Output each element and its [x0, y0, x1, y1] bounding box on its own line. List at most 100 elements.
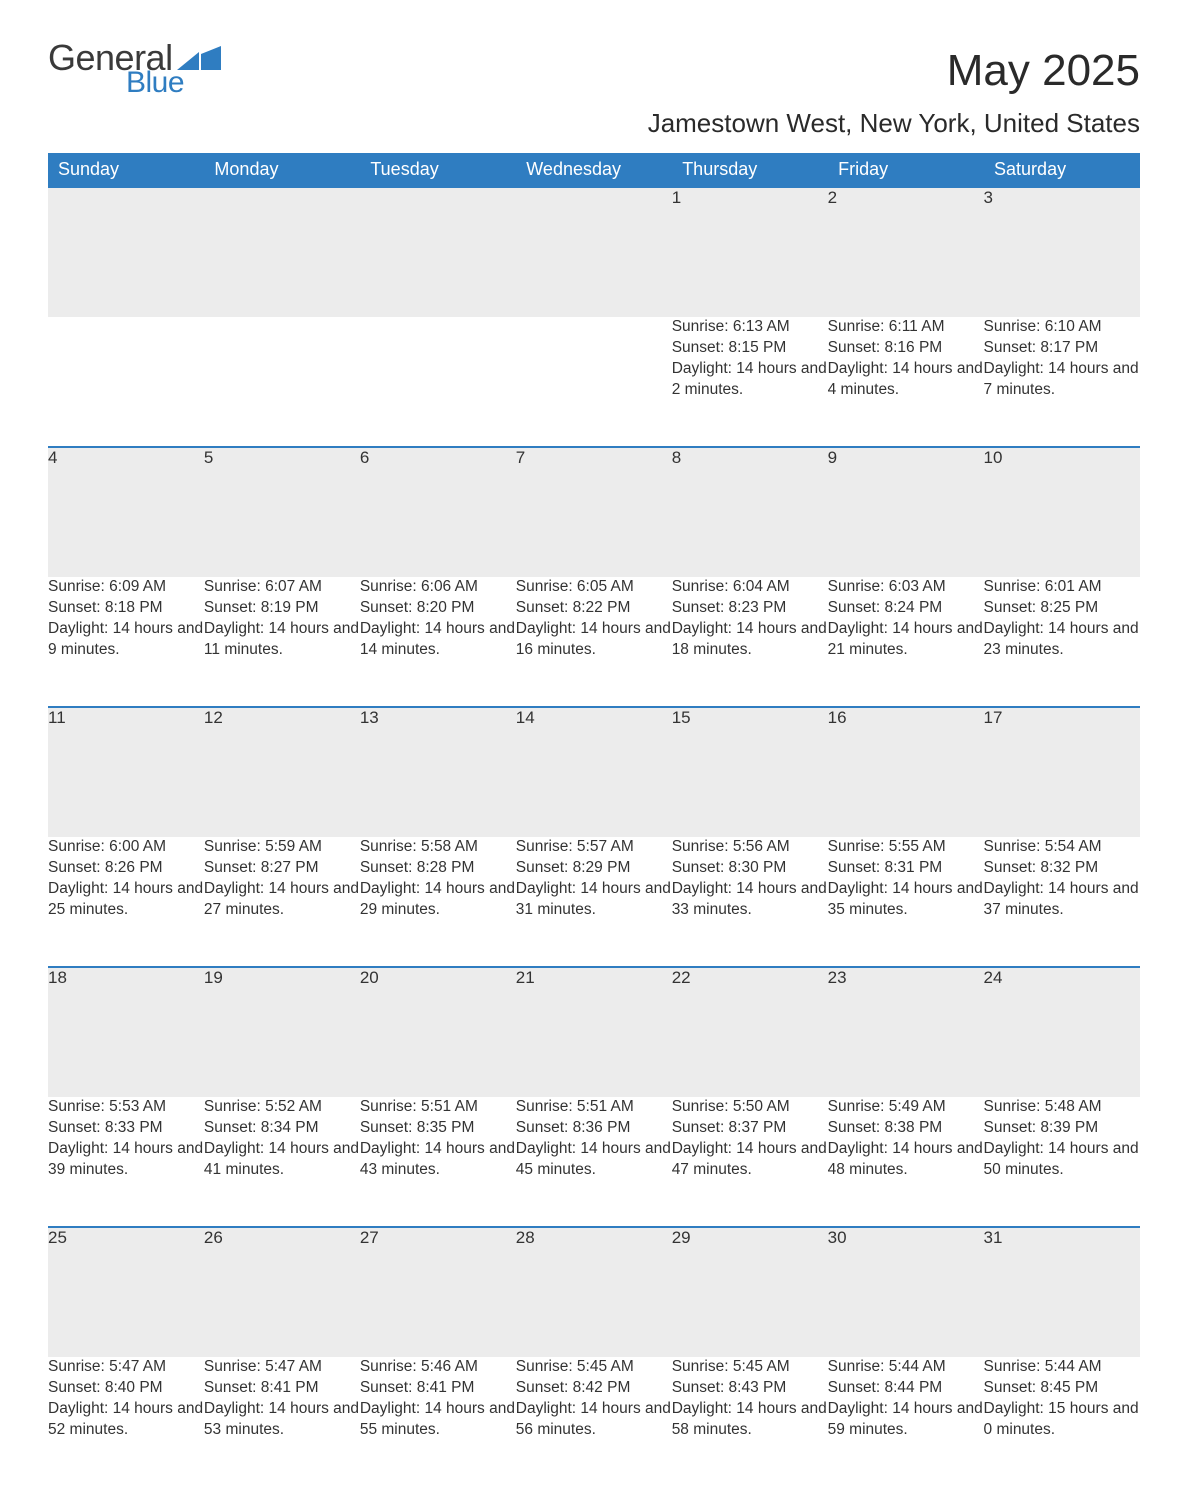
sunset-line: Sunset: 8:41 PM — [204, 1378, 360, 1399]
day-cell: Sunrise: 6:00 AMSunset: 8:26 PMDaylight:… — [48, 837, 204, 967]
daylight-line: Daylight: 14 hours and 25 minutes. — [48, 879, 204, 921]
day-number: 12 — [204, 707, 360, 837]
daylight-line: Daylight: 14 hours and 56 minutes. — [516, 1399, 672, 1441]
day-number: 2 — [828, 187, 984, 317]
sunset-line: Sunset: 8:43 PM — [672, 1378, 828, 1399]
day-number: 6 — [360, 447, 516, 577]
day-number: 11 — [48, 707, 204, 837]
weekday-header: Friday — [828, 153, 984, 187]
daylight-line: Daylight: 14 hours and 43 minutes. — [360, 1139, 516, 1181]
day-number: 22 — [672, 967, 828, 1097]
sunset-line: Sunset: 8:42 PM — [516, 1378, 672, 1399]
day-number: 14 — [516, 707, 672, 837]
day-cell: Sunrise: 5:51 AMSunset: 8:36 PMDaylight:… — [516, 1097, 672, 1227]
daylight-line: Daylight: 14 hours and 47 minutes. — [672, 1139, 828, 1181]
day-number: 27 — [360, 1227, 516, 1357]
sunset-line: Sunset: 8:17 PM — [984, 338, 1140, 359]
sunrise-line: Sunrise: 6:09 AM — [48, 577, 204, 598]
daylight-line: Daylight: 14 hours and 52 minutes. — [48, 1399, 204, 1441]
day-cell: Sunrise: 6:03 AMSunset: 8:24 PMDaylight:… — [828, 577, 984, 707]
day-number: 7 — [516, 447, 672, 577]
sunrise-line: Sunrise: 5:52 AM — [204, 1097, 360, 1118]
sunset-line: Sunset: 8:26 PM — [48, 858, 204, 879]
daylight-line: Daylight: 14 hours and 11 minutes. — [204, 619, 360, 661]
day-number: 29 — [672, 1227, 828, 1357]
day-number: 9 — [828, 447, 984, 577]
daylight-line: Daylight: 14 hours and 23 minutes. — [984, 619, 1140, 661]
sunset-line: Sunset: 8:16 PM — [828, 338, 984, 359]
sunrise-line: Sunrise: 5:47 AM — [204, 1357, 360, 1378]
weekday-header: Thursday — [672, 153, 828, 187]
sunrise-line: Sunrise: 5:44 AM — [984, 1357, 1140, 1378]
day-cell: Sunrise: 5:55 AMSunset: 8:31 PMDaylight:… — [828, 837, 984, 967]
empty-day-number — [360, 187, 516, 317]
daylight-line: Daylight: 14 hours and 45 minutes. — [516, 1139, 672, 1181]
sunrise-line: Sunrise: 5:51 AM — [516, 1097, 672, 1118]
daylight-line: Daylight: 14 hours and 29 minutes. — [360, 879, 516, 921]
day-cell: Sunrise: 5:45 AMSunset: 8:43 PMDaylight:… — [672, 1357, 828, 1487]
day-cell: Sunrise: 6:09 AMSunset: 8:18 PMDaylight:… — [48, 577, 204, 707]
sunset-line: Sunset: 8:24 PM — [828, 598, 984, 619]
daylight-line: Daylight: 14 hours and 7 minutes. — [984, 359, 1140, 401]
weekday-header: Monday — [204, 153, 360, 187]
day-number: 26 — [204, 1227, 360, 1357]
sunset-line: Sunset: 8:32 PM — [984, 858, 1140, 879]
calendar-table: Sunday Monday Tuesday Wednesday Thursday… — [48, 153, 1140, 1487]
daylight-line: Daylight: 14 hours and 18 minutes. — [672, 619, 828, 661]
daylight-line: Daylight: 14 hours and 37 minutes. — [984, 879, 1140, 921]
sunset-line: Sunset: 8:33 PM — [48, 1118, 204, 1139]
sunrise-line: Sunrise: 6:01 AM — [984, 577, 1140, 598]
daylight-line: Daylight: 14 hours and 9 minutes. — [48, 619, 204, 661]
day-cell: Sunrise: 5:54 AMSunset: 8:32 PMDaylight:… — [984, 837, 1140, 967]
sunset-line: Sunset: 8:45 PM — [984, 1378, 1140, 1399]
sunrise-line: Sunrise: 6:10 AM — [984, 317, 1140, 338]
weekday-header: Saturday — [984, 153, 1140, 187]
sunrise-line: Sunrise: 6:05 AM — [516, 577, 672, 598]
day-cell: Sunrise: 5:44 AMSunset: 8:44 PMDaylight:… — [828, 1357, 984, 1487]
day-cell: Sunrise: 6:06 AMSunset: 8:20 PMDaylight:… — [360, 577, 516, 707]
sunset-line: Sunset: 8:38 PM — [828, 1118, 984, 1139]
brand-word2: Blue — [126, 68, 184, 98]
week-daynum-row: 25262728293031 — [48, 1227, 1140, 1357]
day-cell: Sunrise: 6:07 AMSunset: 8:19 PMDaylight:… — [204, 577, 360, 707]
day-number: 28 — [516, 1227, 672, 1357]
sunset-line: Sunset: 8:15 PM — [672, 338, 828, 359]
daylight-line: Daylight: 15 hours and 0 minutes. — [984, 1399, 1140, 1441]
week-daynum-row: 123 — [48, 187, 1140, 317]
sunset-line: Sunset: 8:29 PM — [516, 858, 672, 879]
sunrise-line: Sunrise: 6:00 AM — [48, 837, 204, 858]
empty-day-cell — [48, 317, 204, 447]
week-daynum-row: 11121314151617 — [48, 707, 1140, 837]
empty-day-number — [204, 187, 360, 317]
sunrise-line: Sunrise: 5:47 AM — [48, 1357, 204, 1378]
daylight-line: Daylight: 14 hours and 41 minutes. — [204, 1139, 360, 1181]
sunset-line: Sunset: 8:23 PM — [672, 598, 828, 619]
weekday-header: Tuesday — [360, 153, 516, 187]
daylight-line: Daylight: 14 hours and 53 minutes. — [204, 1399, 360, 1441]
sunrise-line: Sunrise: 5:57 AM — [516, 837, 672, 858]
sunrise-line: Sunrise: 6:04 AM — [672, 577, 828, 598]
sunrise-line: Sunrise: 5:48 AM — [984, 1097, 1140, 1118]
sunset-line: Sunset: 8:36 PM — [516, 1118, 672, 1139]
day-cell: Sunrise: 5:56 AMSunset: 8:30 PMDaylight:… — [672, 837, 828, 967]
sunset-line: Sunset: 8:40 PM — [48, 1378, 204, 1399]
day-cell: Sunrise: 5:51 AMSunset: 8:35 PMDaylight:… — [360, 1097, 516, 1227]
brand-logo: General Blue — [48, 40, 221, 98]
daylight-line: Daylight: 14 hours and 33 minutes. — [672, 879, 828, 921]
day-number: 19 — [204, 967, 360, 1097]
sunrise-line: Sunrise: 6:06 AM — [360, 577, 516, 598]
day-cell: Sunrise: 5:53 AMSunset: 8:33 PMDaylight:… — [48, 1097, 204, 1227]
empty-day-cell — [360, 317, 516, 447]
day-cell: Sunrise: 6:04 AMSunset: 8:23 PMDaylight:… — [672, 577, 828, 707]
day-cell: Sunrise: 6:13 AMSunset: 8:15 PMDaylight:… — [672, 317, 828, 447]
daylight-line: Daylight: 14 hours and 4 minutes. — [828, 359, 984, 401]
daylight-line: Daylight: 14 hours and 59 minutes. — [828, 1399, 984, 1441]
day-cell: Sunrise: 5:52 AMSunset: 8:34 PMDaylight:… — [204, 1097, 360, 1227]
day-cell: Sunrise: 5:46 AMSunset: 8:41 PMDaylight:… — [360, 1357, 516, 1487]
sunrise-line: Sunrise: 5:51 AM — [360, 1097, 516, 1118]
sunset-line: Sunset: 8:37 PM — [672, 1118, 828, 1139]
daylight-line: Daylight: 14 hours and 31 minutes. — [516, 879, 672, 921]
sunset-line: Sunset: 8:18 PM — [48, 598, 204, 619]
day-number: 5 — [204, 447, 360, 577]
day-number: 20 — [360, 967, 516, 1097]
